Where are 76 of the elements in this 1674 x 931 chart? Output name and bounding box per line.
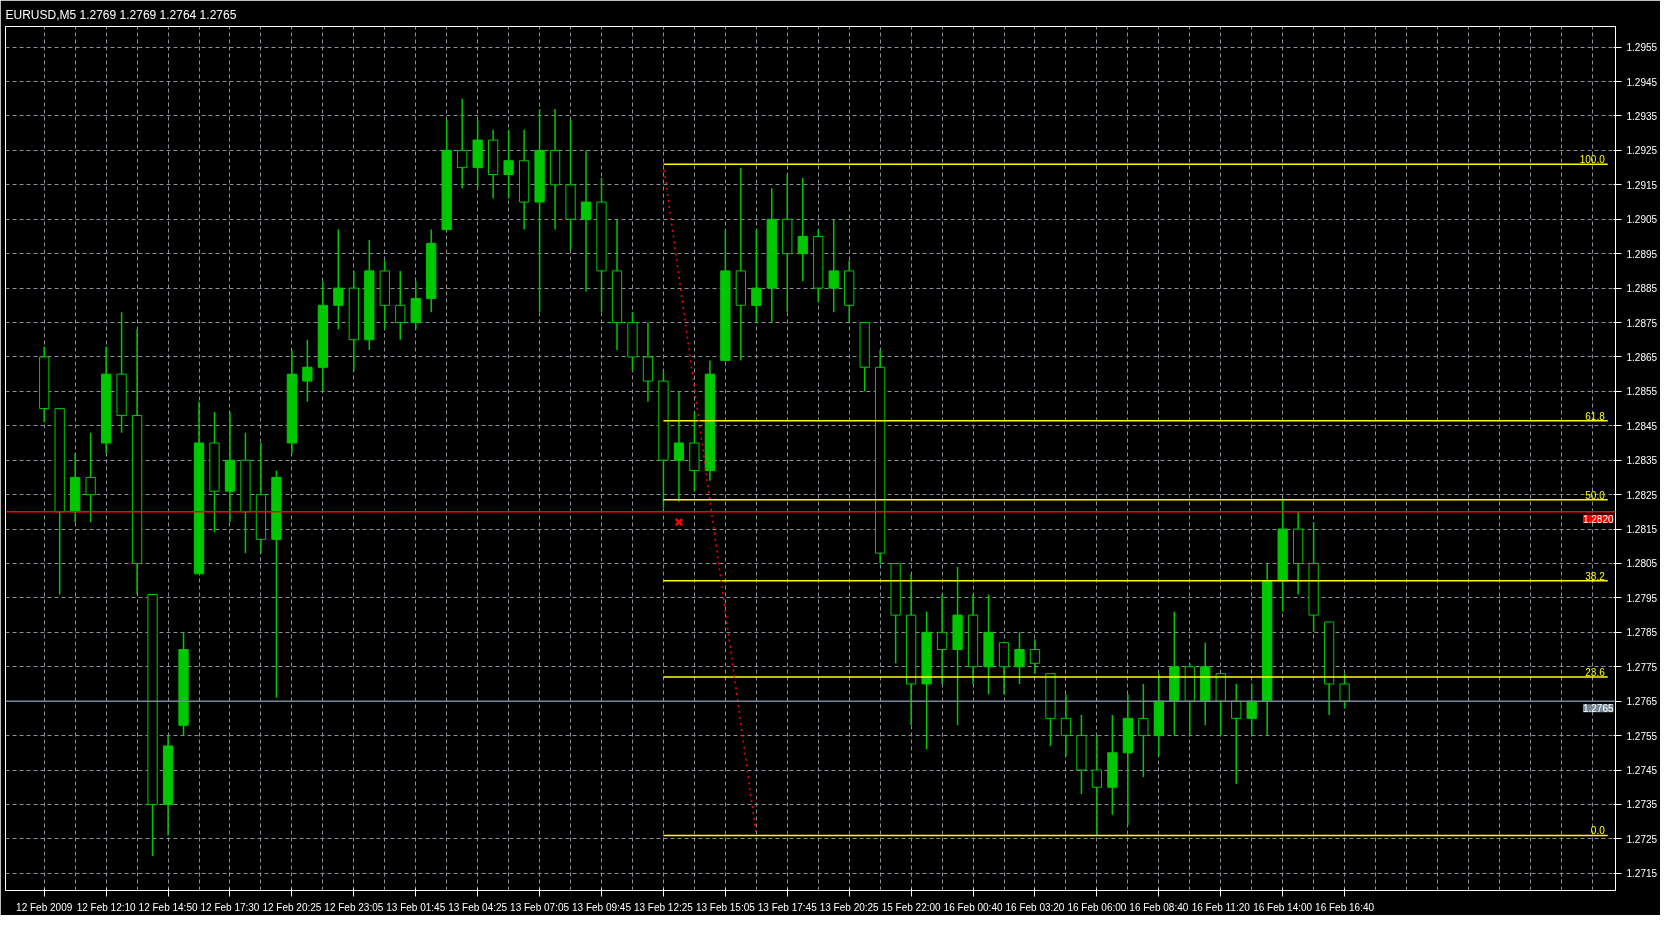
x-tick-label: 16 Feb 03:20 [1005, 901, 1065, 913]
y-tick-label: 1.2915 [1626, 179, 1658, 191]
y-tick-label: 1.2835 [1626, 455, 1658, 467]
candlestick [1138, 683, 1149, 778]
x-tick-label: 13 Feb 17:45 [757, 901, 818, 913]
x-tick-label: 15 Feb 22:00 [881, 901, 942, 913]
y-tick-label: 1.2875 [1626, 317, 1658, 329]
x-tick-label: 13 Feb 01:45 [386, 901, 446, 913]
y-tick-label: 1.2945 [1626, 76, 1658, 88]
y-tick-label: 1.2815 [1626, 524, 1658, 536]
x-tick-label: 16 Feb 00:40 [943, 901, 1003, 913]
candlestick [1060, 693, 1072, 757]
x-tick-label: 13 Feb 09:45 [572, 901, 632, 913]
x-tick-label: 12 Feb 2009 [16, 901, 73, 913]
y-tick-label: 1.2755 [1626, 730, 1658, 742]
x-tick-label: 13 Feb 15:05 [695, 901, 756, 913]
y-tick-label: 1.2715 [1626, 868, 1658, 880]
y-tick-label: 1.2905 [1626, 214, 1658, 226]
candlestick [1029, 638, 1041, 675]
y-tick-label: 1.2925 [1626, 145, 1658, 157]
candlestick [85, 431, 96, 523]
chart-title: EURUSD,M5 1.2769 1.2769 1.2764 1.2765 [5, 7, 237, 22]
y-tick-label: 1.2745 [1626, 765, 1658, 777]
y-tick-label: 1.2785 [1626, 627, 1658, 639]
series-label: 61.8 [1585, 410, 1606, 422]
y-tick-label: 1.2865 [1626, 351, 1658, 363]
x-tick-label: 16 Feb 11:20 [1191, 901, 1251, 913]
candlestick [503, 129, 514, 200]
candlestick [1014, 631, 1025, 685]
series-label: 23.6 [1585, 667, 1606, 679]
y-tick-label: 1.2955 [1626, 42, 1658, 54]
y-tick-label: 1.2795 [1626, 592, 1658, 604]
candlestick [1339, 672, 1350, 709]
candlestick [673, 390, 685, 503]
y-tick-label: 1.2725 [1626, 833, 1658, 845]
ref-line-label: 1.2820 [1582, 513, 1614, 525]
candlestick [1246, 683, 1257, 737]
x-tick-label: 12 Feb 20:25 [262, 901, 322, 913]
candlestick [797, 177, 808, 282]
y-tick-label: 1.2895 [1626, 248, 1658, 260]
candlestick [395, 270, 406, 341]
y-tick-label: 1.2855 [1626, 386, 1658, 398]
candlestick [936, 593, 948, 685]
series-label: 0.0 [1590, 825, 1606, 837]
y-tick-label: 1.2735 [1626, 799, 1658, 811]
x-tick-label: 13 Feb 12:25 [633, 901, 694, 913]
x-tick-label: 12 Feb 12:10 [76, 901, 137, 913]
y-tick-label: 1.2765 [1626, 696, 1658, 708]
x-tick-label: 16 Feb 06:00 [1067, 901, 1127, 913]
x-tick-label: 13 Feb 04:25 [448, 901, 508, 913]
x-tick-label: 12 Feb 23:05 [324, 901, 384, 913]
x-tick-label: 12 Feb 14:50 [138, 901, 198, 913]
y-tick-label: 1.2935 [1626, 111, 1658, 122]
candlestick [828, 218, 839, 313]
x-tick-label: 13 Feb 20:25 [819, 901, 880, 913]
y-tick-label: 1.2845 [1626, 420, 1658, 432]
ref-line-label: 1.2765 [1582, 703, 1614, 715]
series-label: 100.0 [1579, 154, 1606, 166]
candlestick [1091, 734, 1103, 837]
x-tick-label: 12 Feb 17:30 [200, 901, 260, 913]
x-tick-label: 16 Feb 08:40 [1129, 901, 1189, 913]
y-tick-label: 1.2825 [1626, 489, 1658, 501]
candlestick [333, 228, 344, 331]
series-label: 38.2 [1585, 570, 1606, 582]
candlestick [580, 149, 592, 293]
candlestick [1231, 683, 1242, 785]
x-tick-label: 13 Feb 07:05 [510, 901, 570, 913]
series-label: 50.0 [1585, 489, 1606, 501]
y-tick-label: 1.2805 [1626, 558, 1658, 570]
x-tick-label: 16 Feb 14:00 [1253, 901, 1313, 913]
x-tick-label: 16 Feb 16:40 [1315, 901, 1375, 913]
y-tick-label: 1.2885 [1626, 283, 1658, 295]
candlestick [751, 228, 762, 324]
candlestick [457, 98, 468, 190]
y-tick-label: 1.2775 [1626, 661, 1658, 673]
candlestick [302, 338, 313, 403]
